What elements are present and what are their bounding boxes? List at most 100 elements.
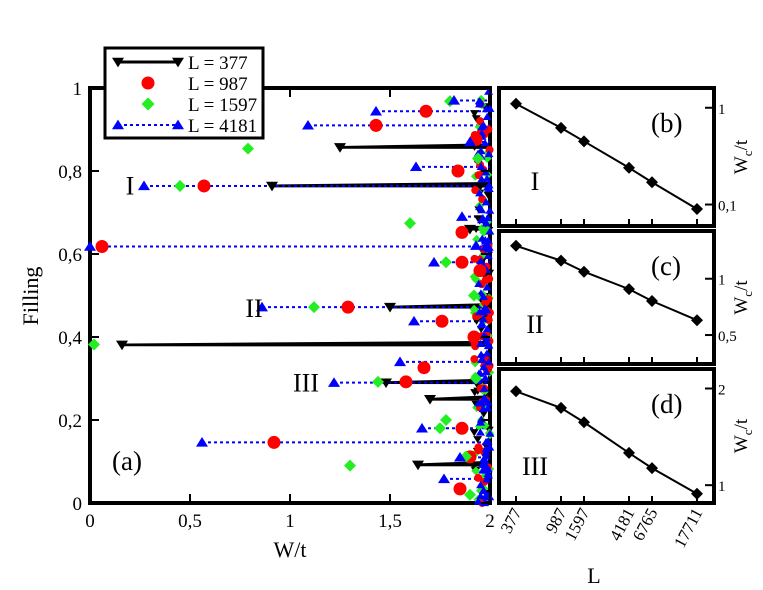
marker-L987 [341,300,355,314]
marker-L987 [197,179,211,193]
marker-L1597 [440,414,452,426]
inset-marker [510,239,522,252]
inset-ytick-label: 1 [718,102,726,118]
marker-L4181 [464,136,476,147]
dense-marker-L4181 [478,466,488,474]
dense-marker-L377 [473,215,483,223]
dense-marker-L4181 [477,234,487,242]
dense-marker-L4181 [482,475,492,483]
dense-marker-L987 [471,186,480,195]
dense-marker-L987 [471,342,480,351]
dense-marker-L4181 [482,183,492,191]
inset-d: 2 1 (d) III Wc/t [497,367,755,505]
dense-marker-L4181 [483,213,493,221]
inset-marker [646,176,658,189]
inset-marker [578,416,590,429]
dense-marker-L4181 [482,337,492,346]
inset-ytick-label: 2 [718,382,726,398]
inset-marker [646,295,658,308]
dense-marker-L4181 [478,486,488,494]
dense-marker-L4181 [476,492,486,500]
inset-xtick-label: 1597 [561,505,594,544]
dense-marker-L987 [476,117,485,126]
marker-L987 [417,361,431,375]
inset-ylabel: Wc/t [731,280,755,315]
legend-marker [112,57,124,68]
series-line-L377 [418,460,490,467]
dense-marker-L4181 [482,324,492,333]
marker-L1597 [434,422,446,435]
marker-L987 [455,255,469,269]
inset-marker [623,283,635,296]
marker-L377 [464,224,476,235]
dense-marker-L4181 [481,198,491,206]
marker-L4181 [416,422,428,433]
dense-marker-L4181 [475,189,485,197]
dense-marker-L377 [471,115,481,123]
dense-marker-L4181 [476,339,486,348]
dense-marker-L4181 [482,240,492,248]
marker-L1597 [308,301,320,314]
inset-series-line [515,102,698,210]
marker-L4181 [302,119,314,130]
dense-marker-L987 [485,145,494,154]
dense-marker-L4181 [484,245,494,253]
dense-marker-L377 [469,462,479,470]
dense-marker-L4181 [481,445,491,453]
dense-marker-L4181 [482,349,492,357]
inset-xtick-label: 6765 [629,505,662,544]
marker-L987 [95,240,109,254]
dense-marker-L4181 [476,418,486,426]
marker-L1597 [464,488,476,501]
dense-marker-L4181 [479,121,489,129]
inset-panel-label: (c) [651,251,681,281]
dense-marker-L4181 [482,283,492,291]
dense-marker-L4181 [481,219,491,227]
inset-marker [555,401,567,414]
marker-L1597 [472,152,484,165]
dense-marker-L4181 [485,206,495,214]
marker-L4181 [256,301,268,312]
dense-marker-L4181 [480,138,490,147]
inset-frame [497,86,716,228]
inset-panel-label: (d) [651,389,682,419]
marker-L377 [424,395,436,405]
inset-marker [578,265,590,278]
x-tick-label: 1,5 [378,511,402,532]
dense-marker-L987 [470,355,479,364]
marker-L377 [334,143,346,153]
marker-L987 [435,314,449,328]
legend-marker [141,97,155,111]
inset-frame [497,229,716,366]
y-tick-label: 0,2 [58,411,82,432]
region-label: I [126,172,135,201]
inset-ytick-label: 0,1 [718,199,737,215]
inset-xlabel: L [587,563,600,588]
inset-region-label: I [531,167,540,196]
legend-marker [141,76,155,90]
dense-marker-L4181 [485,429,495,437]
dense-marker-L1597 [469,304,479,314]
marker-L4181 [408,315,420,326]
marker-L987 [453,482,467,496]
dense-marker-L4181 [479,384,489,392]
inset-ylabel-rest: /t [731,139,752,150]
dense-marker-L4181 [479,396,489,404]
inset-marker [510,97,522,110]
marker-L377 [412,460,424,471]
dense-marker-L4181 [476,257,486,265]
panel-a-ylabel: Filling [18,267,43,326]
legend-label: L = 987 [188,74,248,95]
inset-ylabel-sub: c [740,429,755,435]
dense-marker-L4181 [483,341,493,350]
inset-series-line [515,244,698,322]
marker-L1597 [470,372,482,385]
region-label: III [293,369,319,398]
dense-marker-L4181 [480,304,490,312]
marker-L4181 [456,211,468,221]
panel-a-label: (a) [112,446,142,476]
dense-marker-L987 [478,195,487,204]
dense-marker-L4181 [483,251,493,259]
inset-marker [510,385,522,398]
